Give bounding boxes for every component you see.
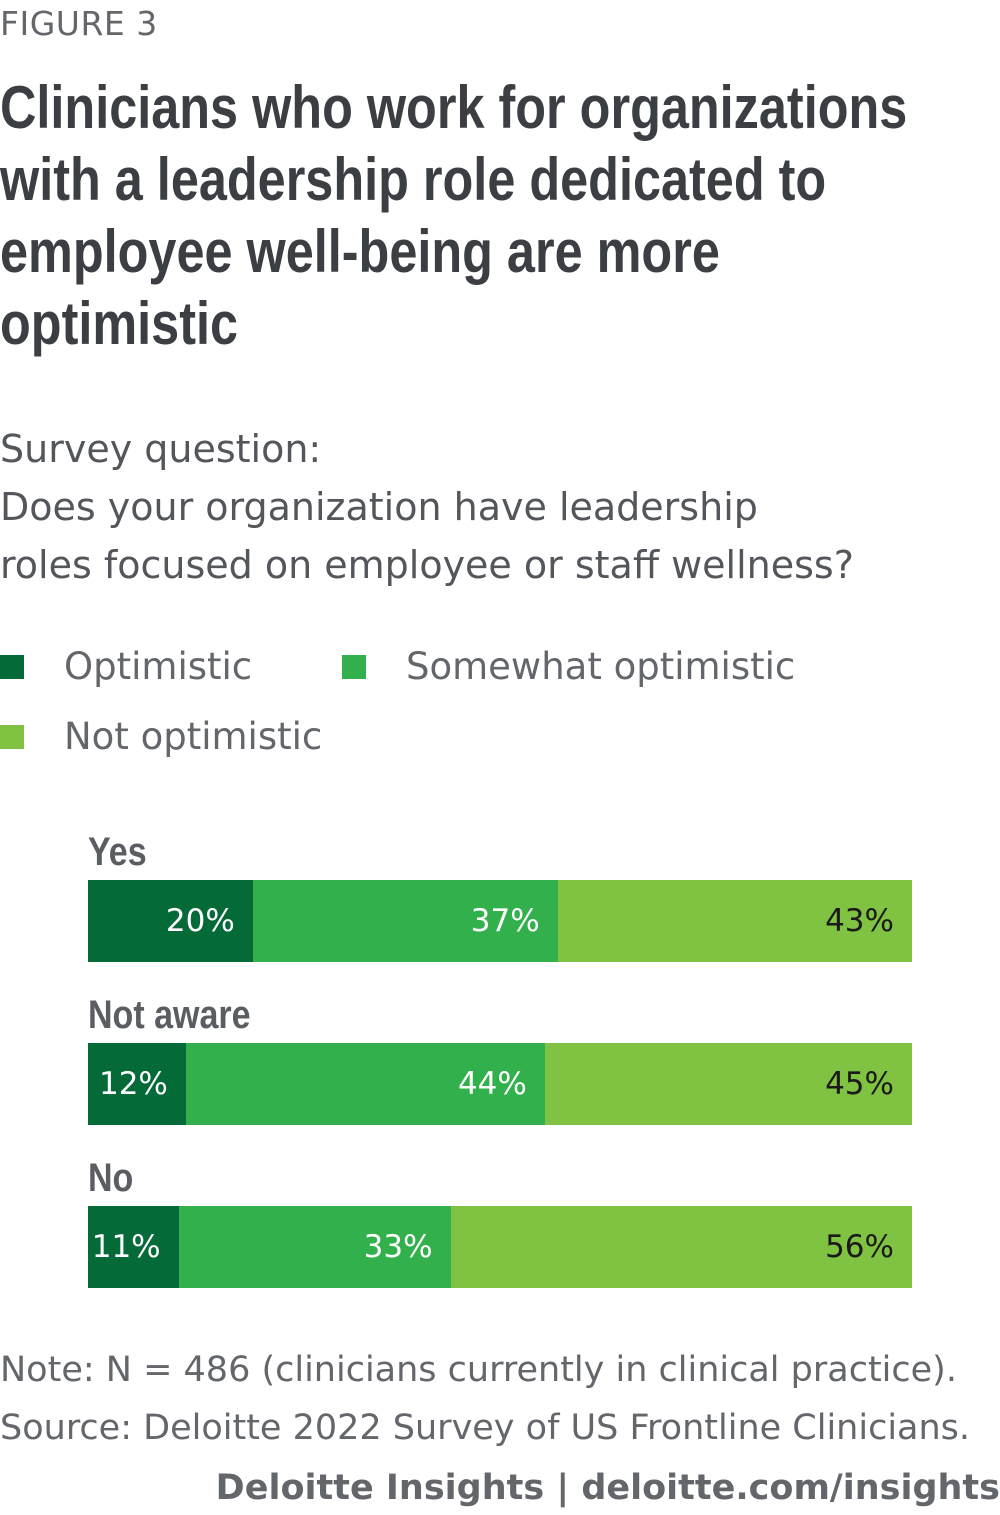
bar-segment-yes-optimistic: 20%: [88, 880, 253, 962]
legend-label-somewhat-optimistic: Somewhat optimistic: [406, 645, 796, 688]
survey-question-line-2: roles focused on employee or staff welln…: [0, 543, 854, 587]
survey-question: Survey question: Does your organization …: [0, 420, 854, 594]
data-label-yes-optimistic: 20%: [165, 903, 235, 939]
bar-segment-yes-somewhat-optimistic: 37%: [252, 880, 558, 962]
legend-label-not-optimistic: Not optimistic: [64, 715, 323, 758]
data-label-no-somewhat-optimistic: 33%: [363, 1229, 433, 1265]
survey-question-heading: Survey question:: [0, 427, 322, 471]
chart-source: Source: Deloitte 2022 Survey of US Front…: [0, 1408, 971, 1448]
legend-item-optimistic: Optimistic: [0, 645, 252, 688]
legend-swatch-not-optimistic: [0, 724, 24, 749]
bar-segment-no-optimistic: 11%: [88, 1206, 179, 1288]
bar-segment-not-aware-optimistic: 12%: [88, 1043, 186, 1125]
bar-segment-not-aware-not-optimistic: 45%: [544, 1043, 912, 1125]
bar-segment-not-aware-somewhat-optimistic: 44%: [185, 1043, 545, 1125]
legend-swatch-optimistic: [0, 654, 24, 679]
legend-swatch-somewhat-optimistic: [342, 654, 366, 679]
category-label-not-aware: Not aware: [88, 993, 251, 1037]
bar-yes: 20% 37% 43%: [88, 880, 912, 962]
data-label-yes-somewhat-optimistic: 37%: [470, 903, 540, 939]
chart-note: Note: N = 486 (clinicians currently in c…: [0, 1350, 957, 1390]
data-label-not-aware-not-optimistic: 45%: [825, 1066, 894, 1102]
category-label-yes: Yes: [88, 830, 147, 874]
data-label-yes-not-optimistic: 43%: [825, 903, 894, 939]
publisher-credit: Deloitte Insights | deloitte.com/insight…: [215, 1468, 1000, 1508]
figure-label: FIGURE 3: [0, 4, 158, 43]
legend-label-optimistic: Optimistic: [64, 645, 253, 688]
survey-question-line-1: Does your organization have leadership: [0, 485, 758, 529]
category-label-no: No: [88, 1156, 134, 1200]
legend-item-not-optimistic: Not optimistic: [0, 715, 322, 758]
bar-no: 11% 33% 56%: [88, 1206, 912, 1288]
data-label-no-not-optimistic: 56%: [825, 1229, 894, 1265]
bar-segment-no-not-optimistic: 56%: [450, 1206, 912, 1288]
data-label-not-aware-somewhat-optimistic: 44%: [457, 1066, 527, 1102]
stacked-bar-chart: Yes 20% 37% 43% Not aware 12% 44% 45% No 11% 33% 56…: [0, 820, 1000, 1300]
legend-item-somewhat-optimistic: Somewhat optimistic: [342, 645, 795, 688]
data-label-no-optimistic: 11%: [91, 1229, 161, 1265]
chart-title: Clinicians who work for organizations wi…: [0, 74, 908, 357]
legend: Optimistic Somewhat optimistic Not optim…: [0, 645, 1000, 775]
data-label-not-aware-optimistic: 12%: [98, 1066, 168, 1102]
bar-segment-yes-not-optimistic: 43%: [557, 880, 912, 962]
bar-segment-no-somewhat-optimistic: 33%: [178, 1206, 451, 1288]
bar-not-aware: 12% 44% 45%: [88, 1043, 912, 1125]
